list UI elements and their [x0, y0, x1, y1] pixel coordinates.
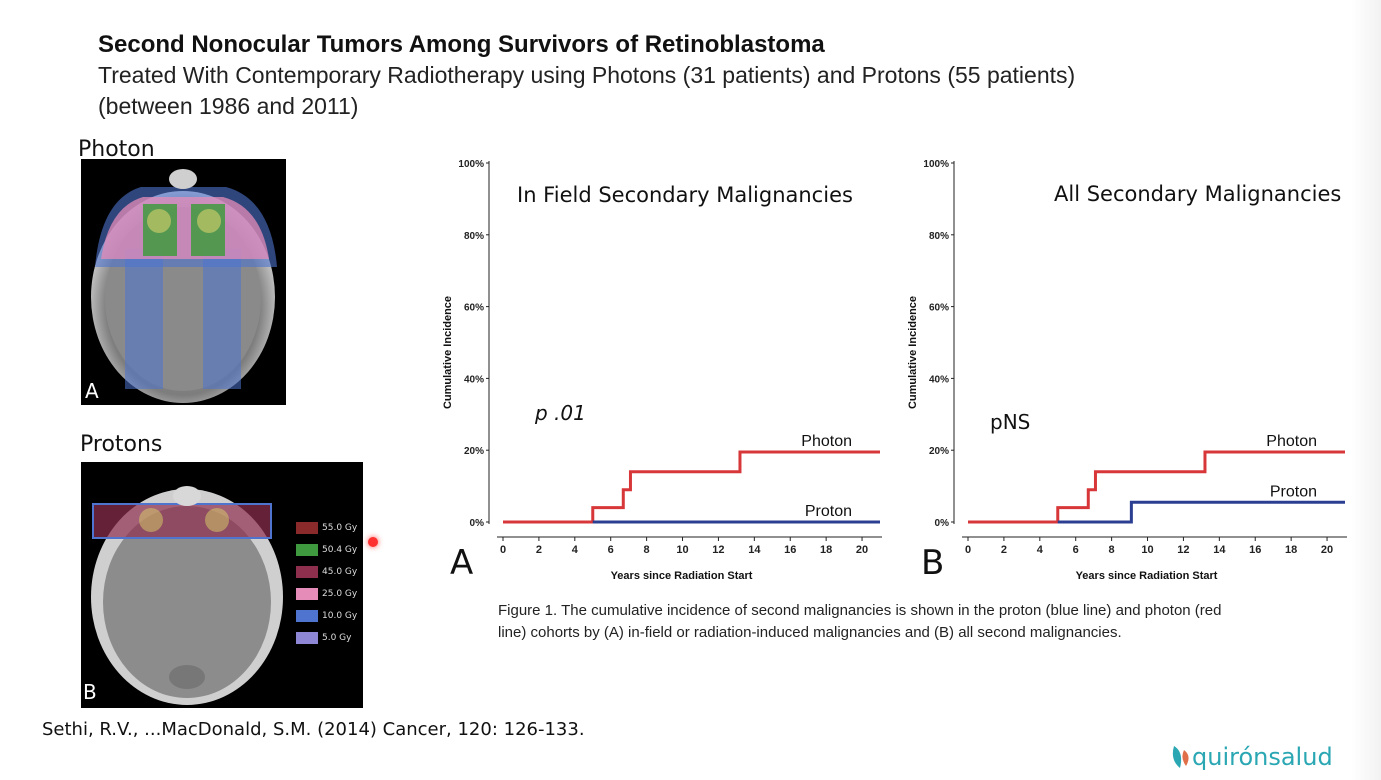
series-label-photon: Photon	[1266, 433, 1317, 450]
slide-title: Second Nonocular Tumors Among Survivors …	[98, 31, 825, 58]
y-tick-label: 80%	[929, 231, 949, 242]
slide-subtitle-line2: (between 1986 and 2011)	[98, 93, 359, 119]
y-tick-label: 100%	[923, 159, 949, 170]
dose-swatch	[296, 588, 318, 600]
dose-swatch	[296, 566, 318, 578]
x-tick-label: 6	[1073, 544, 1079, 556]
y-tick-label: 60%	[929, 303, 949, 314]
x-tick-label: 0	[965, 544, 971, 556]
chart-a: In Field Secondary Malignancies p .01 A …	[440, 145, 890, 590]
chart-a-panel-letter: A	[450, 543, 474, 583]
quironsalud-logo: quirónsalud	[1170, 742, 1333, 772]
photon-dose-image	[91, 169, 277, 403]
series-line-proton	[1057, 500, 1345, 524]
x-tick-label: 16	[1249, 544, 1261, 556]
x-tick-label: 18	[1285, 544, 1297, 556]
dose-legend-item: 55.0 Gy	[296, 517, 357, 539]
y-axis-label: Cumulative Incidence	[907, 296, 919, 409]
dose-label: 10.0 Gy	[322, 611, 358, 621]
y-axis-label: Cumulative Incidence	[442, 296, 454, 409]
x-tick-label: 16	[784, 544, 796, 556]
dose-legend-item: 50.4 Gy	[296, 539, 357, 561]
laser-pointer-dot	[368, 537, 378, 547]
x-axis-label: Years since Radiation Start	[611, 570, 753, 582]
series-label-proton: Proton	[805, 503, 852, 520]
dose-legend-item: 45.0 Gy	[296, 561, 357, 583]
x-tick-label: 10	[676, 544, 688, 556]
proton-ct-scan-image: B	[81, 462, 363, 708]
x-tick-label: 6	[608, 544, 614, 556]
x-tick-label: 12	[1177, 544, 1189, 556]
series-line-photon	[503, 450, 880, 524]
dose-legend-item: 5.0 Gy	[296, 627, 357, 649]
y-tick-label: 0%	[935, 518, 950, 529]
y-tick-label: 100%	[458, 159, 484, 170]
dose-label: 50.4 Gy	[322, 545, 358, 555]
dose-label: 25.0 Gy	[322, 589, 358, 599]
dose-swatch	[296, 544, 318, 556]
protons-label: Protons	[80, 432, 163, 457]
dose-label: 55.0 Gy	[322, 523, 358, 533]
y-tick-label: 80%	[464, 231, 484, 242]
dose-swatch	[296, 522, 318, 534]
logo-text: quirónsalud	[1192, 743, 1333, 771]
series-label-proton: Proton	[1270, 483, 1317, 500]
x-tick-label: 18	[820, 544, 832, 556]
x-tick-label: 12	[712, 544, 724, 556]
slide-title-block: Second Nonocular Tumors Among Survivors …	[98, 30, 1075, 122]
x-tick-label: 20	[1321, 544, 1333, 556]
x-tick-label: 8	[644, 544, 650, 556]
x-tick-label: 0	[500, 544, 506, 556]
x-tick-label: 10	[1141, 544, 1153, 556]
chart-b: All Secondary Malignancies pNS B 0% 20% 40…	[905, 145, 1355, 590]
series-label-photon: Photon	[801, 433, 852, 450]
caption-line2: line) cohorts by (A) in-field or radiati…	[498, 624, 1122, 641]
caption-line1: Figure 1. The cumulative incidence of se…	[498, 602, 1222, 619]
x-tick-label: 4	[572, 544, 579, 556]
slide-subtitle-line1: Treated With Contemporary Radiotherapy u…	[98, 62, 1076, 88]
figure-caption: Figure 1. The cumulative incidence of se…	[498, 600, 1358, 644]
y-tick-label: 40%	[929, 374, 949, 385]
chart-a-p-value: p .01	[535, 401, 586, 425]
y-tick-label: 20%	[464, 446, 484, 457]
x-tick-label: 14	[1213, 544, 1226, 556]
chart-b-panel-letter: B	[921, 543, 945, 583]
scan-a-letter: A	[85, 379, 99, 403]
x-tick-label: 4	[1037, 544, 1044, 556]
dose-legend: 55.0 Gy 50.4 Gy 45.0 Gy 25.0 Gy 10.0 Gy 5.0 G…	[296, 517, 357, 649]
proton-dose-image	[91, 486, 283, 705]
chart-b-p-value: pNS	[990, 410, 1031, 434]
x-tick-label: 8	[1109, 544, 1115, 556]
chart-a-title: In Field Secondary Malignancies	[517, 183, 853, 207]
x-tick-label: 14	[748, 544, 761, 556]
dose-legend-item: 10.0 Gy	[296, 605, 357, 627]
logo-leaf-icon	[1172, 746, 1189, 768]
x-tick-label: 2	[1001, 544, 1007, 556]
dose-legend-item: 25.0 Gy	[296, 583, 357, 605]
dose-swatch	[296, 610, 318, 622]
dose-swatch	[296, 632, 318, 644]
x-tick-label: 20	[856, 544, 868, 556]
x-tick-label: 2	[536, 544, 542, 556]
scan-b-letter: B	[83, 680, 97, 704]
dose-label: 5.0 Gy	[322, 633, 352, 643]
chart-b-title: All Secondary Malignancies	[1054, 182, 1342, 206]
y-tick-label: 60%	[464, 303, 484, 314]
series-line-photon	[968, 450, 1345, 524]
chart-a-svg: 0% 20% 40% 60% 80% 100% 0 2 4 6 8 10 12 14 16 18 20 Years…	[442, 159, 882, 582]
y-tick-label: 0%	[470, 518, 485, 529]
photon-ct-scan-image: A	[81, 159, 286, 405]
x-axis-label: Years since Radiation Start	[1076, 570, 1218, 582]
y-tick-label: 40%	[464, 374, 484, 385]
citation: Sethi, R.V., ...MacDonald, S.M. (2014) C…	[42, 719, 585, 740]
photon-label: Photon	[78, 137, 155, 162]
y-tick-label: 20%	[929, 446, 949, 457]
right-edge-shade	[1351, 0, 1381, 780]
dose-label: 45.0 Gy	[322, 567, 358, 577]
chart-b-svg: 0% 20% 40% 60% 80% 100% 0 2 4 6 8 10 12 14 16 18 20 Years…	[907, 159, 1347, 582]
